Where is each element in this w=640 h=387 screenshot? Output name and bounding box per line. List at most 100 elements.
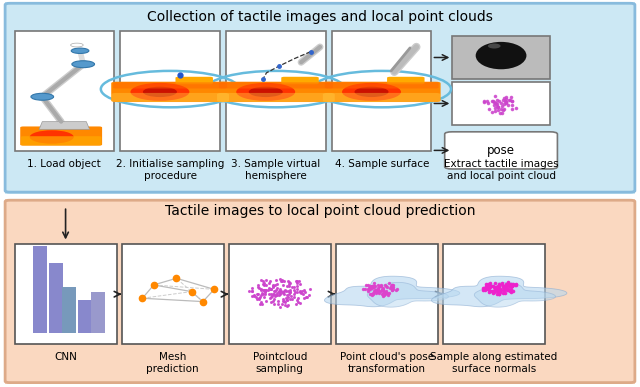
- Point: [367, 283, 377, 289]
- Point: [482, 98, 492, 104]
- Point: [483, 286, 493, 293]
- Point: [278, 288, 289, 295]
- FancyBboxPatch shape: [324, 82, 438, 89]
- Point: [284, 296, 294, 302]
- Point: [501, 99, 511, 105]
- Point: [298, 291, 308, 297]
- Ellipse shape: [476, 42, 527, 69]
- Point: [374, 289, 385, 296]
- Point: [503, 279, 513, 285]
- Point: [281, 295, 291, 301]
- Point: [268, 298, 278, 305]
- Point: [282, 303, 292, 309]
- Point: [283, 278, 293, 284]
- Point: [275, 304, 285, 310]
- Point: [284, 283, 294, 289]
- Point: [248, 291, 259, 298]
- Circle shape: [236, 83, 295, 101]
- Point: [492, 103, 502, 109]
- Point: [260, 276, 271, 283]
- FancyBboxPatch shape: [281, 77, 319, 84]
- Point: [278, 290, 288, 296]
- Point: [486, 288, 497, 294]
- Point: [275, 288, 285, 295]
- Point: [268, 283, 278, 289]
- Point: [497, 281, 507, 288]
- Point: [499, 285, 509, 291]
- Point: [495, 110, 505, 116]
- Point: [508, 288, 518, 295]
- Bar: [332, 31, 431, 151]
- Point: [489, 289, 499, 295]
- Point: [501, 98, 511, 104]
- Point: [292, 278, 302, 284]
- Point: [268, 291, 278, 297]
- FancyBboxPatch shape: [175, 77, 213, 84]
- Point: [268, 282, 278, 288]
- Point: [292, 295, 303, 301]
- Point: [504, 282, 515, 288]
- Point: [499, 94, 509, 101]
- Circle shape: [342, 83, 401, 101]
- Point: [378, 291, 388, 298]
- Point: [504, 283, 515, 289]
- Point: [380, 281, 390, 288]
- Point: [506, 281, 516, 288]
- Point: [493, 104, 503, 110]
- Point: [484, 106, 495, 113]
- Text: CNN: CNN: [54, 353, 77, 363]
- Point: [387, 285, 397, 291]
- Point: [507, 98, 517, 104]
- FancyBboxPatch shape: [111, 93, 229, 102]
- Text: pose: pose: [487, 144, 515, 157]
- Point: [265, 278, 275, 284]
- Point: [488, 102, 499, 108]
- Point: [279, 288, 289, 294]
- Point: [266, 290, 276, 296]
- Point: [503, 286, 513, 293]
- Point: [296, 290, 306, 296]
- Point: [493, 104, 503, 110]
- Point: [491, 100, 501, 106]
- FancyBboxPatch shape: [323, 82, 440, 102]
- Point: [373, 285, 383, 291]
- Point: [275, 286, 285, 293]
- Polygon shape: [367, 283, 449, 307]
- Point: [365, 283, 375, 289]
- Bar: [15, 31, 114, 151]
- Point: [377, 285, 387, 291]
- Point: [493, 106, 503, 113]
- Point: [497, 283, 508, 289]
- Point: [268, 284, 278, 290]
- Point: [382, 284, 392, 291]
- Point: [506, 286, 516, 292]
- Point: [285, 293, 296, 300]
- Bar: [15, 244, 116, 344]
- Point: [492, 97, 502, 103]
- Point: [388, 286, 399, 292]
- Bar: [443, 244, 545, 344]
- Point: [490, 93, 500, 99]
- Point: [487, 98, 497, 104]
- Bar: [452, 82, 550, 125]
- Point: [499, 286, 509, 293]
- Point: [507, 98, 517, 104]
- Point: [495, 106, 506, 112]
- Point: [367, 283, 378, 289]
- Point: [265, 286, 275, 293]
- Bar: [49, 263, 63, 333]
- Point: [264, 295, 275, 301]
- Point: [494, 98, 504, 104]
- Point: [493, 286, 503, 292]
- Point: [492, 288, 502, 294]
- Point: [295, 289, 305, 295]
- FancyBboxPatch shape: [20, 127, 102, 146]
- Point: [279, 290, 289, 296]
- Point: [260, 291, 270, 297]
- Point: [380, 290, 390, 296]
- FancyBboxPatch shape: [21, 136, 102, 146]
- Point: [289, 291, 300, 297]
- Point: [284, 291, 294, 298]
- Point: [271, 291, 282, 298]
- Point: [380, 288, 390, 294]
